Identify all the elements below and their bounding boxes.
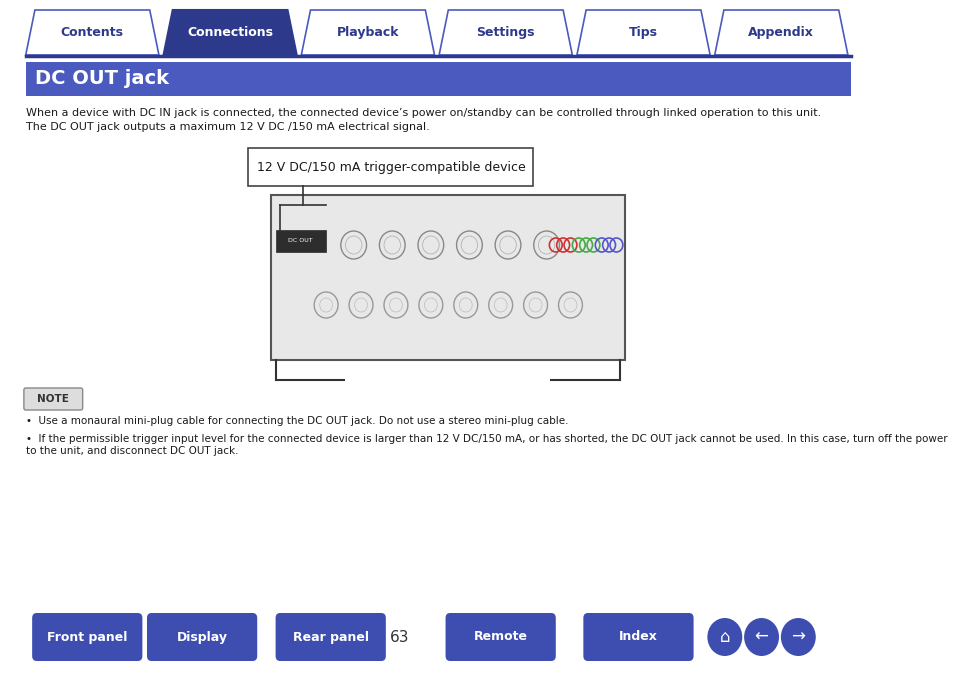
Text: ←: ←: [754, 628, 768, 646]
Text: →: →: [791, 628, 804, 646]
Polygon shape: [438, 10, 572, 55]
FancyBboxPatch shape: [275, 613, 385, 661]
Text: Display: Display: [176, 631, 228, 643]
Circle shape: [743, 618, 779, 656]
Text: Rear panel: Rear panel: [293, 631, 368, 643]
FancyBboxPatch shape: [445, 613, 556, 661]
Text: Connections: Connections: [187, 26, 273, 39]
Text: DC OUT: DC OUT: [288, 238, 313, 244]
Text: Index: Index: [618, 631, 658, 643]
Text: When a device with DC IN jack is connected, the connected device’s power on/stan: When a device with DC IN jack is connect…: [26, 108, 821, 118]
Polygon shape: [26, 10, 159, 55]
Text: Front panel: Front panel: [47, 631, 128, 643]
Polygon shape: [577, 10, 709, 55]
Text: Settings: Settings: [476, 26, 535, 39]
FancyBboxPatch shape: [147, 613, 257, 661]
FancyBboxPatch shape: [26, 62, 850, 96]
FancyBboxPatch shape: [582, 613, 693, 661]
Circle shape: [781, 618, 815, 656]
Text: Playback: Playback: [336, 26, 398, 39]
FancyBboxPatch shape: [275, 230, 326, 252]
Text: •  If the permissible trigger input level for the connected device is larger tha: • If the permissible trigger input level…: [26, 434, 946, 456]
Text: •  Use a monaural mini-plug cable for connecting the DC OUT jack. Do not use a s: • Use a monaural mini-plug cable for con…: [26, 416, 568, 426]
Text: The DC OUT jack outputs a maximum 12 V DC /150 mA electrical signal.: The DC OUT jack outputs a maximum 12 V D…: [26, 122, 429, 132]
Text: Remote: Remote: [474, 631, 527, 643]
Polygon shape: [163, 10, 296, 55]
Text: 63: 63: [390, 629, 409, 645]
FancyBboxPatch shape: [271, 195, 624, 360]
Text: 12 V DC/150 mA trigger-compatible device: 12 V DC/150 mA trigger-compatible device: [257, 160, 525, 174]
Text: Tips: Tips: [628, 26, 658, 39]
Text: DC OUT jack: DC OUT jack: [35, 69, 169, 89]
Text: NOTE: NOTE: [37, 394, 70, 404]
Text: ⌂: ⌂: [719, 628, 729, 646]
Polygon shape: [301, 10, 434, 55]
FancyBboxPatch shape: [32, 613, 142, 661]
Text: Contents: Contents: [61, 26, 124, 39]
FancyBboxPatch shape: [24, 388, 83, 410]
Text: Appendix: Appendix: [747, 26, 814, 39]
Polygon shape: [714, 10, 847, 55]
FancyBboxPatch shape: [248, 148, 533, 186]
Circle shape: [706, 618, 741, 656]
